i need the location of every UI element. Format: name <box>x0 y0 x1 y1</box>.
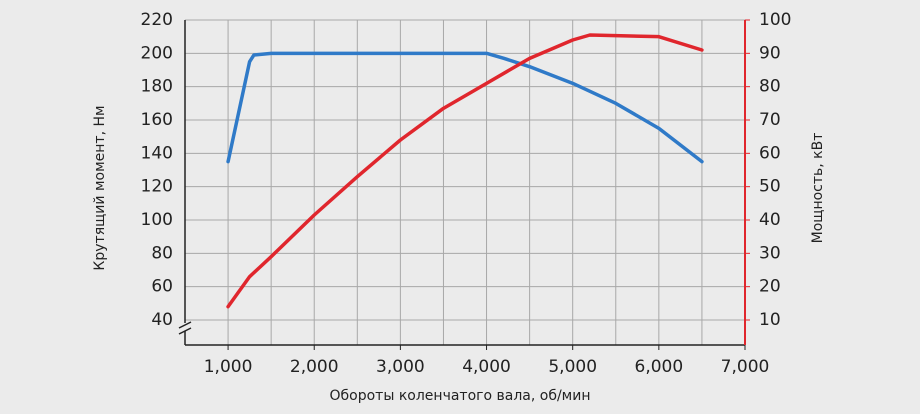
y2-tick-label: 20 <box>759 277 781 297</box>
series-line <box>226 51 704 164</box>
y2-tick-label: 40 <box>759 210 781 230</box>
y2-tick-label: 10 <box>759 310 781 330</box>
y-axis-title: Крутящий момент, Нм <box>92 105 108 270</box>
axis-break <box>178 321 192 329</box>
x-tick-label: 1,000 <box>204 357 253 377</box>
x-tick-label: 5,000 <box>548 357 597 377</box>
x-axis-title: Обороты коленчатого вала, об/мин <box>330 388 591 404</box>
y-tick-label: 220 <box>141 10 173 30</box>
y-tick-label: 200 <box>141 43 173 63</box>
y2-tick-label: 100 <box>759 10 791 30</box>
y-tick-label: 120 <box>141 177 173 197</box>
y2-tick-label: 50 <box>759 177 781 197</box>
axis-break-gap <box>179 323 191 331</box>
y2-tick-label: 60 <box>759 143 781 163</box>
y-tick-label: 60 <box>151 277 173 297</box>
x-tick-label: 2,000 <box>290 357 339 377</box>
y-tick-label: 140 <box>141 143 173 163</box>
x-tick-label: 7,000 <box>721 357 770 377</box>
y-tick-label: 80 <box>151 243 173 263</box>
y2-tick-label: 80 <box>759 77 781 97</box>
y-tick-label: 160 <box>141 110 173 130</box>
y2-axis-title: Мощность, кВт <box>810 133 826 244</box>
y-tick-label: 100 <box>141 210 173 230</box>
y-tick-label: 40 <box>151 310 173 330</box>
y2-tick-label: 90 <box>759 43 781 63</box>
y2-tick-label: 30 <box>759 243 781 263</box>
y-tick-label: 180 <box>141 77 173 97</box>
x-tick-label: 4,000 <box>462 357 511 377</box>
series-line <box>226 33 704 309</box>
axis-break <box>178 327 192 335</box>
x-tick-label: 6,000 <box>635 357 684 377</box>
y2-tick-label: 70 <box>759 110 781 130</box>
x-tick-label: 3,000 <box>376 357 425 377</box>
